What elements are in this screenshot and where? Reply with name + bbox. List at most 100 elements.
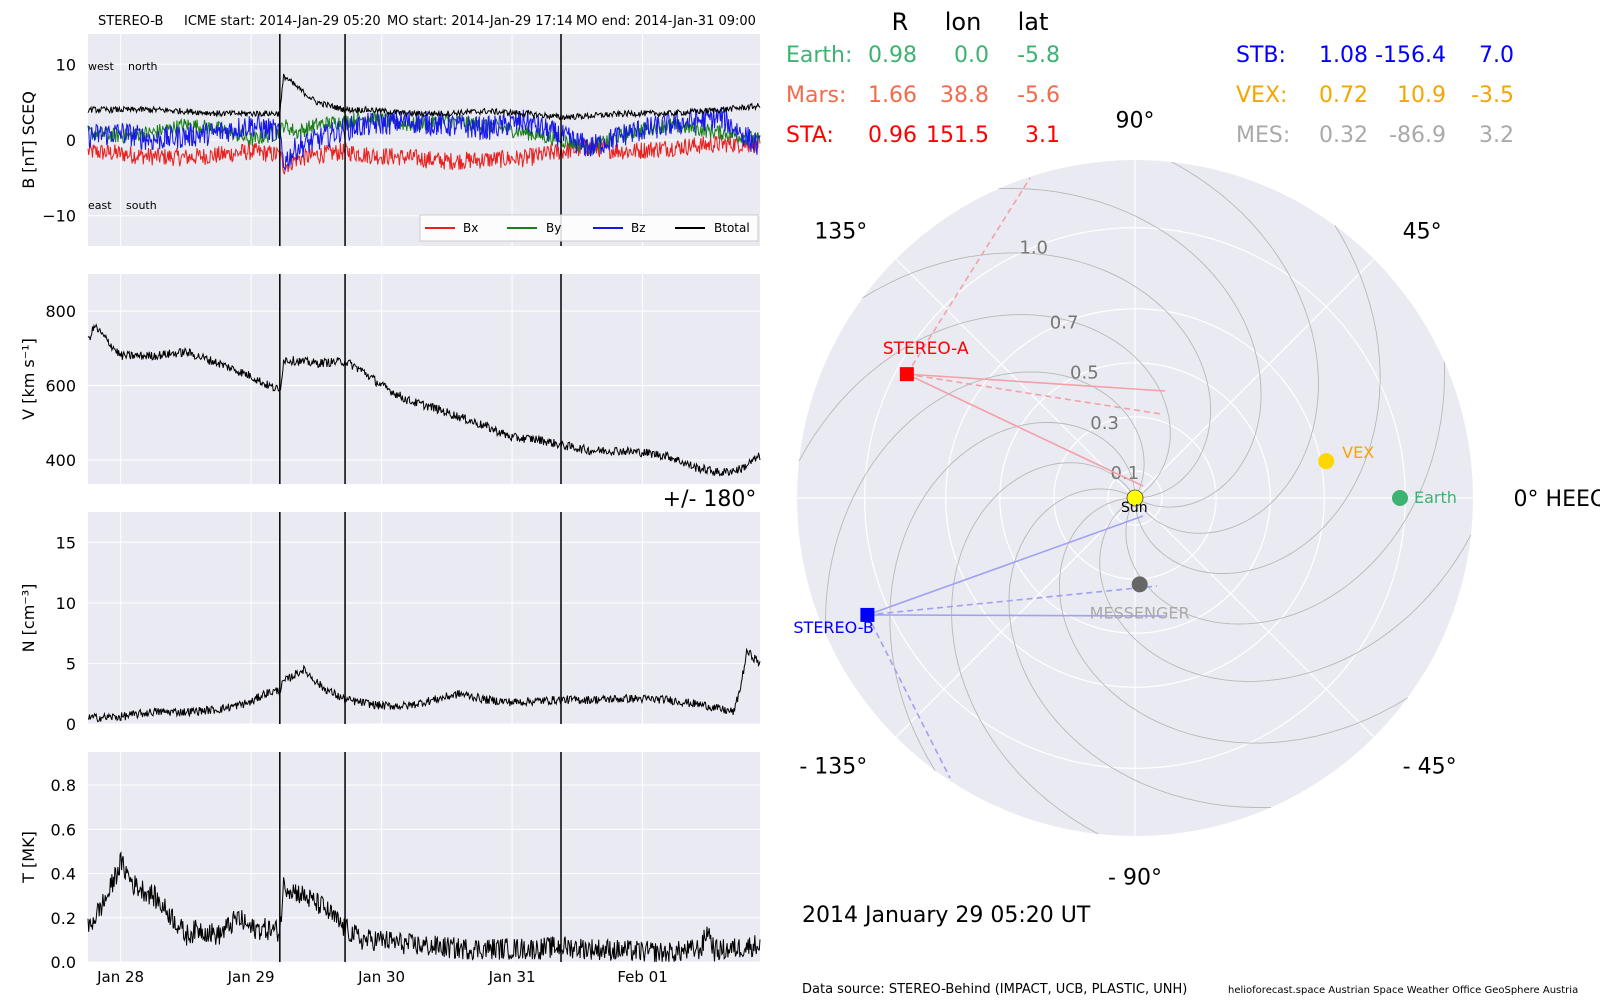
polar-radial-label: 1.0 [1019,237,1048,258]
series-line-panel3 [87,851,761,962]
parker-spiral [798,314,1171,499]
sta-fov-line [906,373,1166,392]
x-tick-label: Jan 30 [357,968,405,986]
table-row-lon: -86.9 [1389,123,1446,148]
polar-radial-label: 0.5 [1070,363,1099,384]
annotation-south: south [126,199,157,212]
table-row-r: 0.96 [868,123,917,148]
point-messenger-label: MESSENGER [1090,603,1190,622]
table-row-r: 1.66 [868,83,917,108]
polar-angle-label: - 90° [1108,866,1162,891]
y-axis-label: N [cm⁻³] [19,584,38,653]
polar-angle-label: 135° [814,219,867,244]
point-vex [1318,453,1335,470]
panel-density: 0 5 10 15 N [cm⁻³] [19,512,761,734]
table-row-r: 0.32 [1319,123,1368,148]
table-row-lon: 38.8 [940,83,989,108]
y-tick-label: 600 [45,377,76,396]
table-rows: Earth: 0.98 0.0 -5.8 Mars: 1.66 38.8 -5.6 STA: 0.… [786,43,1514,148]
series-line-btotal [87,73,761,121]
legend-label-by: By [546,221,561,235]
polar-radial-label: 0.7 [1050,313,1079,334]
x-tick-label: Feb 01 [617,968,667,986]
polar-angle-label: 90° [1116,108,1155,133]
parker-spiral [862,252,1211,499]
sta-heading-dashed [906,177,1031,375]
series-line-bx [87,133,761,175]
point-sun-label: Sun [1121,500,1148,516]
panel-background [88,752,760,962]
legend-label-bx: Bx [463,221,478,235]
parker-spiral [1134,161,1319,534]
y-tick-label: 10 [56,594,76,613]
point-stereo-b-label: STEREO-B [793,618,873,637]
table-row-r: 0.98 [868,43,917,68]
header-mo-start: MO start: 2014-Jan-29 17:14 [387,14,573,29]
y-tick-label: 0.0 [51,953,76,972]
y-tick-label: 0.2 [51,909,76,928]
table-row-lat: 3.2 [1479,123,1514,148]
y-tick-label: 0 [66,131,76,150]
table-row-name: Earth: [786,43,852,68]
x-tick-label: Jan 29 [227,968,275,986]
y-tick-label: 400 [45,451,76,470]
header-icme-start: ICME start: 2014-Jan-29 05:20 [184,14,381,29]
table-row-lon: 151.5 [926,123,989,148]
table-row-r: 1.08 [1319,43,1368,68]
y-tick-label: 0.4 [51,865,76,884]
table-row-lat: -5.8 [1017,43,1060,68]
point-stereo-a-label: STEREO-A [883,339,969,359]
parker-spiral [1059,497,1408,744]
stb-fov-line [867,614,1166,617]
parker-spiral [825,371,1145,635]
x-tick-label: Jan 28 [96,968,144,986]
data-source: Data source: STEREO-Behind (IMPACT, UCB,… [802,982,1187,997]
y-tick-label: 5 [66,654,76,673]
polar-angle-label: +/- 180° [663,487,757,512]
y-axis-label: B [nT] SCEQ [19,91,38,189]
series-line-panel1 [87,323,761,477]
point-earth-label: Earth [1414,488,1457,507]
y-tick-label: 15 [56,533,76,552]
polar-angle-label: 45° [1403,219,1442,244]
header-mo-end: MO end: 2014-Jan-31 09:00 [576,14,756,29]
parker-spiral [1125,361,1445,625]
legend-label-bz: Bz [631,221,646,235]
series-line-panel2 [87,647,761,723]
table-row-lat: 7.0 [1479,43,1514,68]
table-row-lon: 10.9 [1397,83,1446,108]
parker-spiral [1008,488,1272,808]
table-row-lat: -3.5 [1471,83,1514,108]
parker-spiral [951,462,1136,835]
polar-angle-label: - 135° [799,755,867,780]
y-tick-label: −10 [42,207,76,226]
point-vex-label: VEX [1342,443,1374,462]
table-row-lat: -5.6 [1017,83,1060,108]
stb-sun-line [867,515,1144,616]
annotation-north: north [128,60,158,73]
annotation-west: west [88,60,114,73]
legend: Bx By Bz Btotal [419,214,759,242]
parker-spiral [889,422,1136,771]
table-row-name: VEX: [1236,83,1287,108]
table-row-lat: 3.1 [1025,123,1060,148]
panel-temperature: 0.0 0.2 0.4 0.6 0.8 T [MK] Jan 28 Jan 29 Jan 30 J… [19,752,761,986]
y-tick-label: 800 [45,302,76,321]
credits: helioforecast.space Austrian Space Weath… [1228,985,1578,996]
table-header-lat: lat [1018,8,1049,36]
table-header-lon: lon [945,8,982,36]
table-row-name: STB: [1236,43,1286,68]
sta-fov-dashed [906,373,1162,415]
polar-angle-line [895,497,1136,738]
x-tick-label: Jan 31 [488,968,536,986]
table-row-name: MES: [1236,123,1290,148]
timestamp: 2014 January 29 05:20 UT [802,903,1091,928]
legend-label-btotal: Btotal [714,221,750,235]
y-tick-label: 10 [56,55,76,74]
table-row-name: Mars: [786,83,846,108]
polar-radial-label: 0.1 [1111,463,1140,484]
table-header-r: R [892,8,909,36]
parker-spiral [1099,497,1472,682]
table-row-name: STA: [786,123,834,148]
point-sun [1126,489,1144,507]
